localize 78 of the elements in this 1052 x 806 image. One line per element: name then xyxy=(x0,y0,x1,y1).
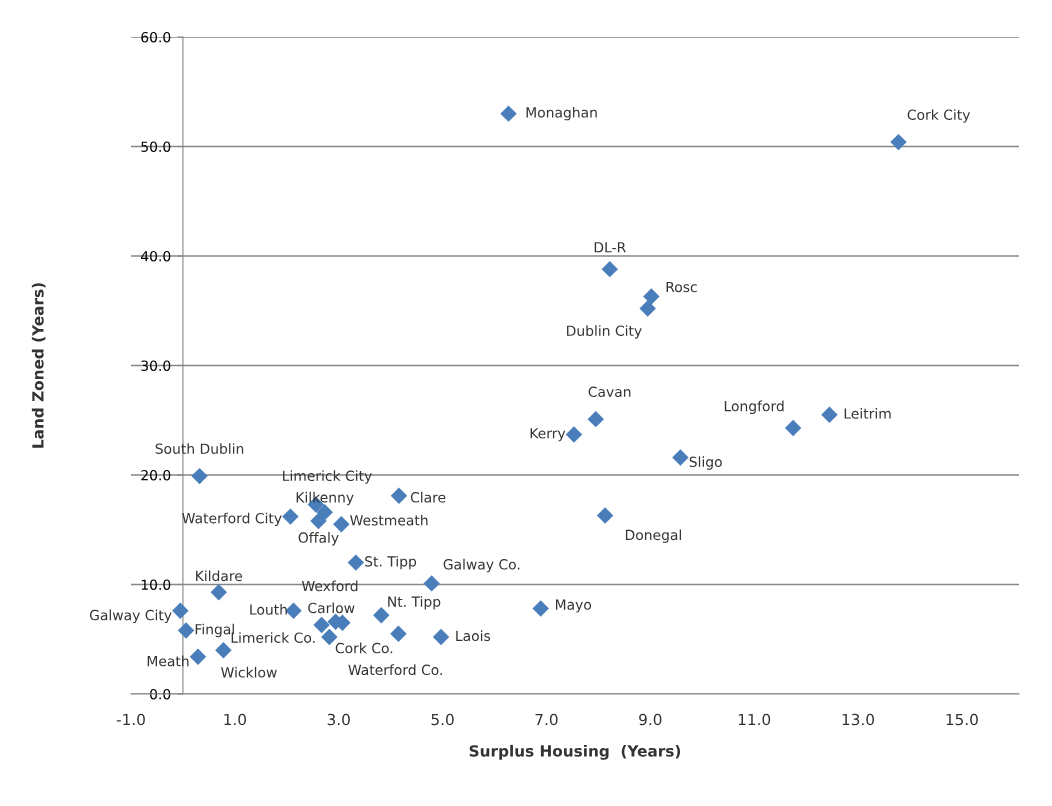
point xyxy=(282,508,299,525)
x-tick-label: 9.0 xyxy=(639,713,662,726)
point xyxy=(215,641,232,659)
y-tick-label: 0.0 xyxy=(150,688,171,700)
annotation: Dublin City xyxy=(567,325,642,339)
annotation: Longford xyxy=(724,400,784,415)
y-tick-label: 50.0 xyxy=(141,141,171,152)
x-tick-label: 11.0 xyxy=(738,713,771,726)
point xyxy=(672,449,689,466)
point xyxy=(390,625,407,642)
x-tick-label: -1.0 xyxy=(116,713,145,726)
annotation: Leitrim xyxy=(844,408,891,419)
point xyxy=(390,487,408,505)
annotation: St. Tipp xyxy=(365,555,417,570)
point xyxy=(432,628,450,646)
point xyxy=(285,602,302,619)
y-tick-label: 40.0 xyxy=(140,250,171,262)
annotation: Wicklow xyxy=(221,666,277,678)
point xyxy=(643,288,660,305)
annotation: Meath xyxy=(147,655,189,667)
point xyxy=(177,622,195,639)
point xyxy=(596,507,614,524)
x-axis-title: Surplus Housing (Years) xyxy=(469,744,681,760)
point xyxy=(890,133,907,151)
annotation: Rosc xyxy=(666,281,697,293)
annotation: South Dublin xyxy=(155,443,244,454)
y-tick-label: 10.0 xyxy=(141,579,171,590)
annotation: Offaly xyxy=(298,532,339,546)
point xyxy=(423,575,440,592)
annotation: Westmeath xyxy=(350,514,428,526)
annotation: Waterford Co. xyxy=(348,664,442,676)
x-tick-label: 3.0 xyxy=(327,713,350,726)
annotation: Waterford City xyxy=(182,512,282,527)
annotation: Kildare xyxy=(196,570,243,582)
annotation: Cork Co. xyxy=(335,642,393,654)
annotation: Cork City xyxy=(907,109,971,123)
annotation: DL-R xyxy=(594,242,626,253)
point xyxy=(821,406,838,423)
point xyxy=(373,606,390,624)
annotation: Cavan xyxy=(588,386,631,398)
annotation: Kerry xyxy=(530,428,566,442)
point xyxy=(191,467,208,485)
x-tick-label: 5.0 xyxy=(431,713,454,726)
x-tick-label: 15.0 xyxy=(946,713,978,726)
point xyxy=(333,516,350,533)
annotation: Clare xyxy=(410,491,446,503)
annotation: Louth xyxy=(250,604,287,615)
point xyxy=(587,410,604,428)
point xyxy=(639,300,656,317)
annotation: Donegal xyxy=(625,529,681,543)
y-tick-label: 20.0 xyxy=(141,469,171,481)
y-axis-title: Land Zoned (Years) xyxy=(31,283,46,448)
y-tick-label: 60.0 xyxy=(141,31,171,43)
annotation: Limerick City xyxy=(283,470,372,484)
annotation: Sligo xyxy=(689,456,722,470)
point xyxy=(189,648,207,665)
point xyxy=(601,260,619,278)
point xyxy=(347,554,365,571)
point xyxy=(310,512,327,530)
point xyxy=(565,426,583,443)
annotation: Nt. Tipp xyxy=(388,596,441,610)
annotation: Galway Co. xyxy=(443,558,520,573)
annotation: Monaghan xyxy=(526,106,597,121)
y-tick-label: 30.0 xyxy=(141,360,171,371)
annotation: Laois xyxy=(456,630,491,642)
point xyxy=(784,419,802,437)
point xyxy=(500,105,517,122)
annotation: Kilkenny xyxy=(296,491,354,506)
point xyxy=(532,600,549,617)
annotation: Mayo xyxy=(555,599,592,613)
x-tick-label: 1.0 xyxy=(224,713,246,726)
point xyxy=(210,583,227,601)
point xyxy=(313,616,330,634)
point xyxy=(172,602,189,619)
x-tick-label: 7.0 xyxy=(535,713,558,726)
x-tick-label: 13.0 xyxy=(842,713,875,726)
annotation: Galway City xyxy=(89,609,172,624)
annotation: Carlow xyxy=(308,602,355,614)
